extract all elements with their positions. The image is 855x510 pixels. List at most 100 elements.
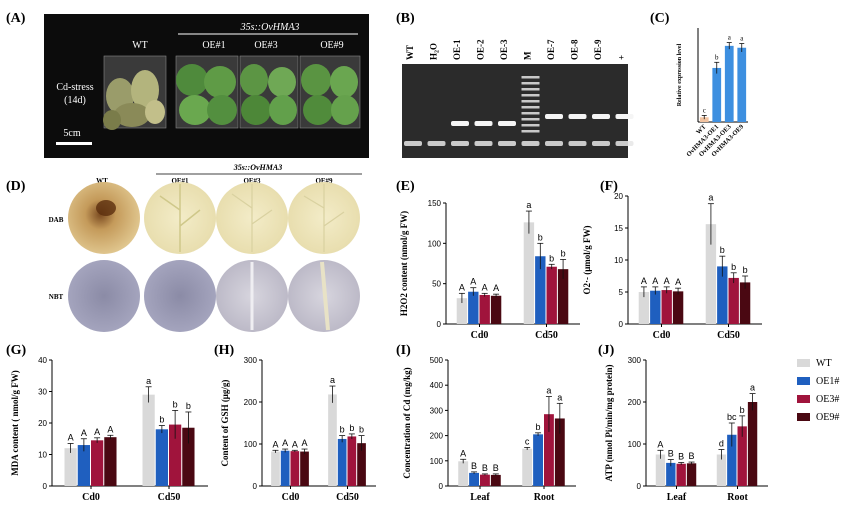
panel-a-label: (A) xyxy=(6,11,26,26)
panel-b: (B) WT H2O OE-1 OE-2 OE-3 M OE-7 OE-8 OE-9 + xyxy=(396,11,634,158)
significance-letter: A xyxy=(664,276,670,286)
gel-lane-label: OE-1 xyxy=(452,39,462,60)
panel-label: (C) xyxy=(650,11,670,26)
y-tick-label: 30 xyxy=(38,388,47,397)
significance-letter: B xyxy=(668,449,674,459)
bar xyxy=(480,474,490,486)
gel-lane-label: OE-7 xyxy=(546,39,556,60)
bar xyxy=(535,256,546,324)
bar xyxy=(522,448,533,486)
significance-letter: a xyxy=(557,392,562,402)
bar xyxy=(468,291,479,324)
gel-primer-band xyxy=(592,141,610,146)
gel-ladder-band xyxy=(521,112,540,115)
panel-label: (H) xyxy=(214,343,235,358)
bar xyxy=(712,67,722,122)
y-tick-label: 0 xyxy=(437,320,442,329)
bar xyxy=(64,448,77,486)
significance-letter: a xyxy=(740,35,744,43)
significance-letter: a xyxy=(708,193,713,203)
legend-swatch xyxy=(797,395,810,403)
gel-primer-band xyxy=(404,141,422,146)
gel-target-band xyxy=(615,114,634,119)
significance-letter: b xyxy=(349,423,354,433)
significance-letter: A xyxy=(107,424,113,434)
y-tick-label: 100 xyxy=(428,239,442,248)
gel-primer-band xyxy=(615,141,634,146)
significance-letter: a xyxy=(728,34,732,42)
y-axis-label: H2O2 content (nmol/g FW) xyxy=(399,211,409,316)
y-tick-label: 10 xyxy=(614,256,623,265)
x-tick-label: Cd50 xyxy=(717,330,740,341)
legend-swatch xyxy=(797,377,810,385)
gel-target-band xyxy=(568,114,587,119)
x-tick-label: Cd50 xyxy=(158,492,181,503)
legend-entry: OE9# xyxy=(816,412,839,423)
x-tick-label: Cd0 xyxy=(653,330,671,341)
gel-target-band xyxy=(592,114,610,119)
y-tick-label: 100 xyxy=(244,440,258,449)
significance-letter: B xyxy=(493,463,499,473)
nbt-vein-oe9 xyxy=(320,261,330,331)
bar xyxy=(456,298,468,324)
y-tick-label: 500 xyxy=(430,356,444,365)
x-tick-label: Cd0 xyxy=(82,492,100,503)
legend-swatch xyxy=(797,413,810,421)
y-tick-label: 20 xyxy=(38,419,47,428)
scale-bar-label: 5cm xyxy=(63,128,80,139)
y-axis-label: Content of GSH (μg/g) xyxy=(220,380,230,467)
significance-letter: c xyxy=(703,106,706,114)
panel-label: (E) xyxy=(396,179,415,194)
x-tick-label: Cd0 xyxy=(471,330,489,341)
gel-lane-label: H2O xyxy=(429,43,441,60)
gel-primer-band xyxy=(521,141,540,146)
bar xyxy=(557,269,569,324)
x-tick-label: Leaf xyxy=(667,492,687,503)
bar xyxy=(739,282,751,324)
bar xyxy=(705,224,717,324)
plants-oe1 xyxy=(176,64,237,125)
significance-letter: b xyxy=(186,401,191,411)
stress-label-line2: (14d) xyxy=(64,95,86,106)
y-tick-label: 200 xyxy=(244,398,258,407)
y-tick-label: 100 xyxy=(430,457,444,466)
chart-c: (C)Relative expression levelcWTbOvHMA3-O… xyxy=(650,11,748,158)
transgene-label-d: 35s::OvHMA3 xyxy=(233,163,282,172)
bar xyxy=(728,277,739,324)
gel-ladder-band xyxy=(521,106,540,109)
significance-letter: A xyxy=(470,277,476,287)
charts: (C)Relative expression levelcWTbOvHMA3-O… xyxy=(6,11,768,503)
significance-letter: B xyxy=(471,461,477,471)
significance-letter: b xyxy=(715,53,719,61)
gel-primer-band xyxy=(451,141,469,146)
gel-lane-label: + xyxy=(617,55,627,60)
bar xyxy=(182,427,195,486)
gel-lane-label: M xyxy=(523,51,533,60)
chart-e: (E) 0 50 100 150 H2O2 content (nmol/g FW) Cd0 A… xyxy=(396,179,580,341)
y-tick-label: 400 xyxy=(430,381,444,390)
gel-ladder-band xyxy=(521,76,540,79)
bar xyxy=(724,45,734,122)
gel-ladder-band xyxy=(521,88,540,91)
panel-label: (J) xyxy=(598,343,615,358)
panel-label: (I) xyxy=(396,343,411,358)
significance-letter: A xyxy=(94,427,100,437)
significance-letter: b xyxy=(536,422,541,432)
bar xyxy=(737,426,747,486)
gel-target-band xyxy=(545,114,563,119)
significance-letter: a xyxy=(750,383,755,393)
nbt-leaf-wt xyxy=(68,260,140,332)
panel-label: (F) xyxy=(600,179,618,194)
bar xyxy=(638,292,650,324)
panel-d: (D) 35s::OvHMA3 WT OE#1 OE#3 OE#9 DAB NB… xyxy=(6,163,362,332)
x-tick-label: Root xyxy=(727,492,748,503)
bar xyxy=(544,414,554,486)
significance-letter: A xyxy=(493,283,499,293)
column-label-oe1: OE#1 xyxy=(171,177,189,185)
bar xyxy=(676,463,686,486)
gel-lane-label: OE-3 xyxy=(499,39,509,60)
gel-ladder-band xyxy=(521,124,540,127)
bar xyxy=(533,434,543,486)
